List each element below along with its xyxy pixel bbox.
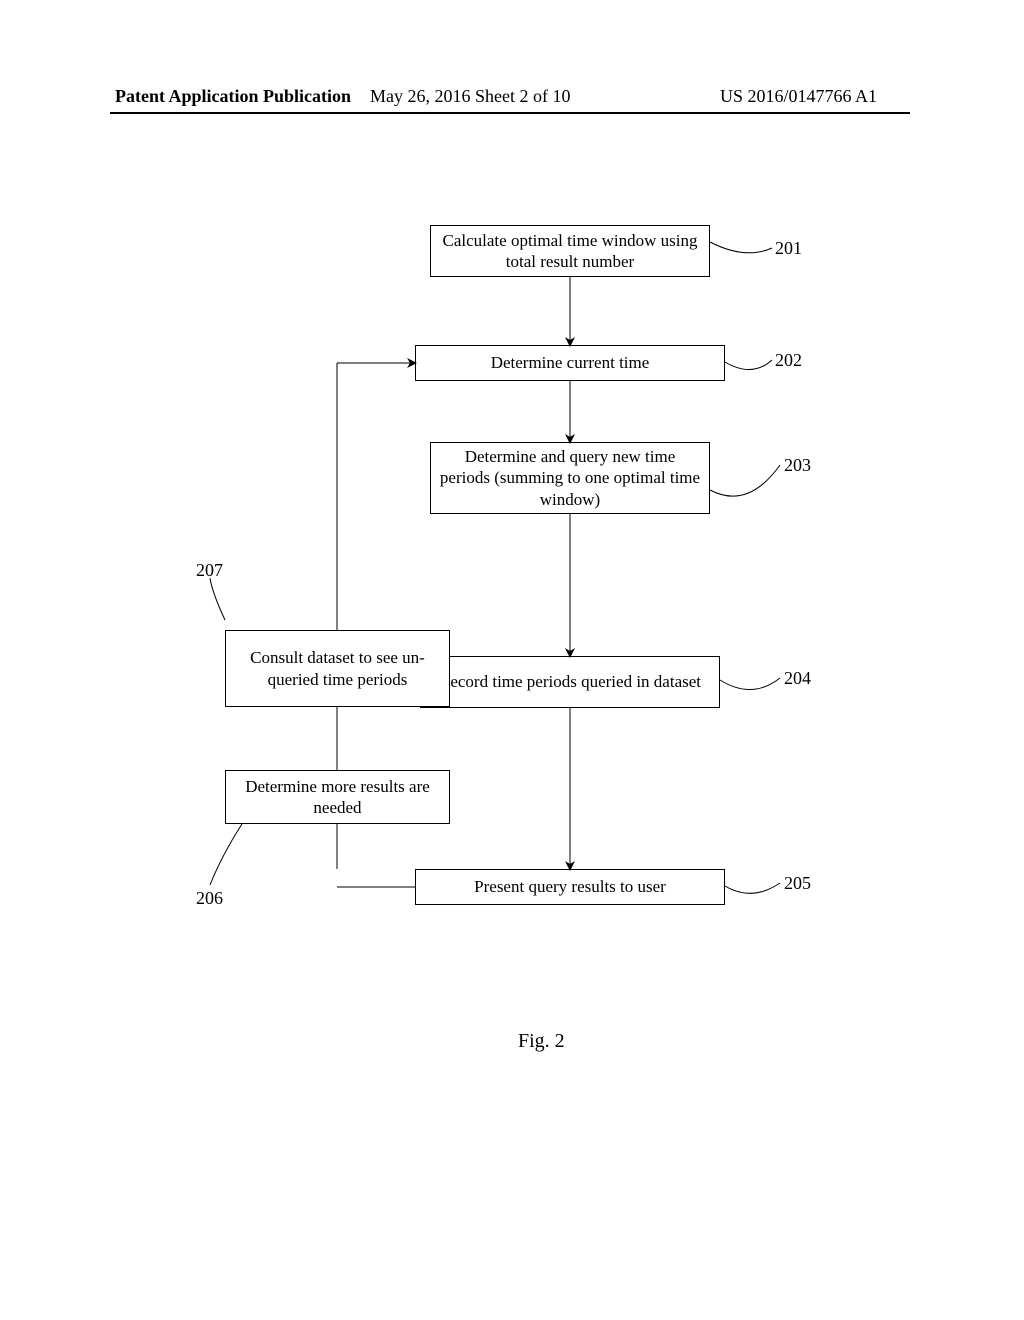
box-202-text: Determine current time [491, 352, 650, 373]
box-205-text: Present query results to user [474, 876, 666, 897]
ref-205: 205 [784, 873, 811, 894]
box-205: Present query results to user [415, 869, 725, 905]
flowchart-diagram: Calculate optimal time window using tota… [0, 0, 1024, 1320]
box-203: Determine and query new time periods (su… [430, 442, 710, 514]
box-201-text: Calculate optimal time window using tota… [439, 230, 701, 273]
figure-caption: Fig. 2 [518, 1030, 565, 1053]
ref-201: 201 [775, 238, 802, 259]
box-202: Determine current time [415, 345, 725, 381]
ref-207: 207 [196, 560, 223, 581]
box-207: Consult dataset to see un-queried time p… [225, 630, 450, 707]
box-206-text: Determine more results are needed [234, 776, 441, 819]
ref-202: 202 [775, 350, 802, 371]
box-204-text: Record time periods queried in dataset [439, 671, 701, 692]
box-201: Calculate optimal time window using tota… [430, 225, 710, 277]
box-207-text: Consult dataset to see un-queried time p… [234, 647, 441, 690]
ref-204: 204 [784, 668, 811, 689]
ref-206: 206 [196, 888, 223, 909]
box-203-text: Determine and query new time periods (su… [439, 446, 701, 510]
ref-203: 203 [784, 455, 811, 476]
box-204: Record time periods queried in dataset [420, 656, 720, 708]
box-206: Determine more results are needed [225, 770, 450, 824]
